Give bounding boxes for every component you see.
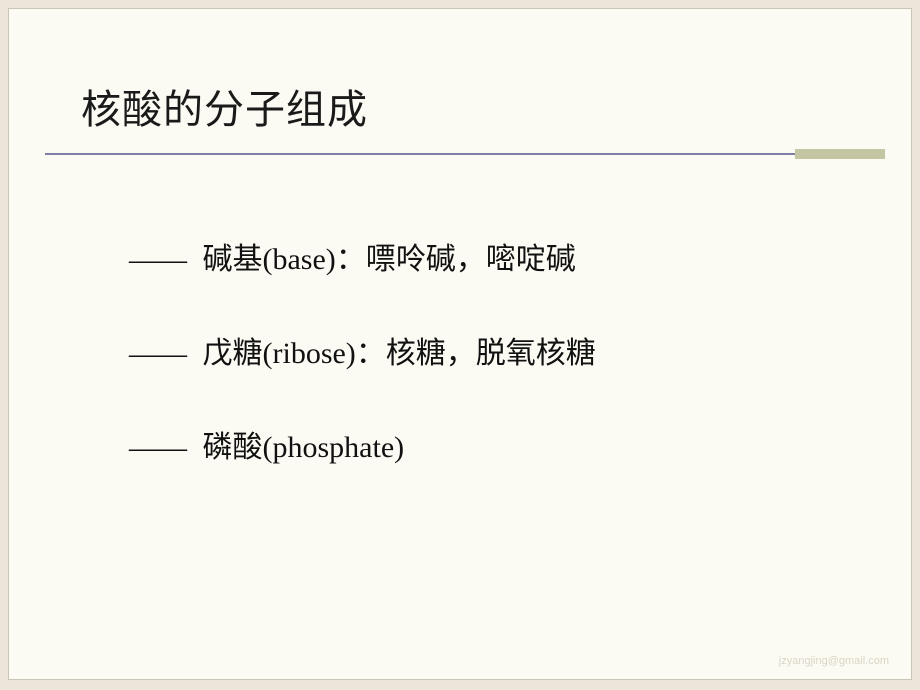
list-item: —— 戊糖(ribose)：核糖，脱氧核糖 — [129, 328, 849, 372]
item-text: 磷酸(phosphate) — [203, 431, 405, 464]
rule-thin — [45, 153, 815, 155]
em-dash: —— — [129, 243, 185, 276]
item-text: 碱基(base)：嘌呤碱，嘧啶碱 — [203, 243, 576, 276]
footer-email: jzyangjing@gmail.com — [779, 655, 889, 667]
em-dash: —— — [129, 337, 185, 370]
em-dash: —— — [129, 431, 185, 464]
item-text: 戊糖(ribose)：核糖，脱氧核糖 — [203, 337, 596, 370]
slide: 核酸的分子组成 —— 碱基(base)：嘌呤碱，嘧啶碱 —— 戊糖(ribose… — [8, 8, 912, 680]
rule-thick — [795, 149, 885, 159]
title-underline — [9, 149, 913, 161]
slide-title: 核酸的分子组成 — [81, 77, 368, 135]
content: —— 碱基(base)：嘌呤碱，嘧啶碱 —— 戊糖(ribose)：核糖，脱氧核… — [129, 234, 849, 516]
list-item: —— 磷酸(phosphate) — [129, 422, 849, 466]
list-item: —— 碱基(base)：嘌呤碱，嘧啶碱 — [129, 234, 849, 278]
